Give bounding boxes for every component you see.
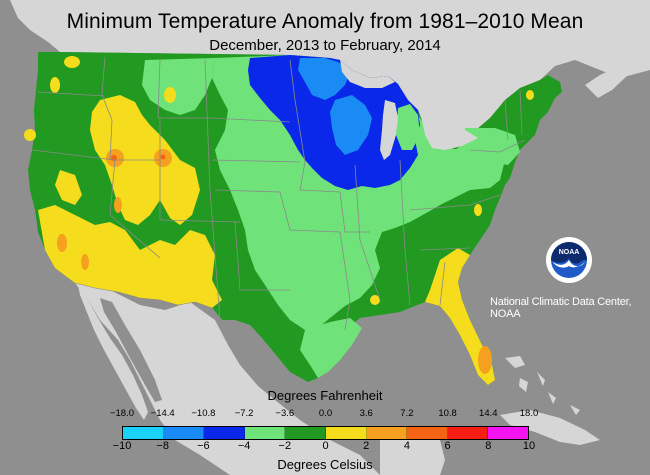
- legend-bin-7: [407, 427, 448, 439]
- tick-c-1: −8: [156, 440, 169, 452]
- bahamas-land: [505, 356, 580, 415]
- legend-celsius-label: Degrees Celsius: [277, 457, 373, 472]
- tick-c-7: 4: [403, 440, 410, 452]
- tick-c-0: −10: [112, 440, 132, 452]
- lake-huron-erie: [420, 108, 478, 150]
- tick-c-10: 10: [522, 440, 536, 452]
- legend-fahrenheit-label: Degrees Fahrenheit: [267, 388, 383, 403]
- region-light-green-lower-michigan: [396, 104, 420, 150]
- region-light-green-ohio: [410, 148, 505, 215]
- cuba-land: [500, 410, 600, 445]
- region-yellow-southwest: [38, 205, 222, 308]
- tick-f-1: −14.4: [150, 408, 175, 419]
- tick-c-6: 2: [363, 440, 370, 452]
- region-light-green-texas-coast: [300, 318, 362, 378]
- legend-bin-4: [285, 427, 326, 439]
- tick-c-8: 6: [444, 440, 451, 452]
- gulf-of-california: [100, 298, 162, 402]
- legend-colorbar: [122, 426, 529, 440]
- legend-bin-8: [447, 427, 489, 439]
- legend-bin-0: [123, 427, 164, 439]
- tick-f-2: −10.8: [191, 408, 216, 419]
- credit-text: National Climatic Data Center, NOAA: [490, 296, 632, 320]
- region-yellow-ca-valley: [55, 170, 82, 205]
- map-title: Minimum Temperature Anomaly from 1981–20…: [66, 10, 584, 33]
- tick-f-5: 0.0: [318, 408, 333, 419]
- tick-c-4: −2: [278, 440, 292, 452]
- state-borders: [31, 56, 526, 331]
- region-medium-blue-wisconsin: [330, 95, 372, 155]
- noaa-logo-icon: NOAA: [546, 237, 592, 283]
- tick-f-0: −18.0: [109, 408, 135, 419]
- legend-bin-6: [366, 427, 408, 439]
- tick-f-3: −7.2: [234, 408, 254, 419]
- region-light-green-northplains: [142, 58, 215, 115]
- legend-bin-9: [488, 427, 528, 439]
- legend-bin-2: [204, 427, 245, 439]
- legend-bin-5: [325, 427, 367, 439]
- map-subtitle: December, 2013 to February, 2014: [209, 37, 441, 54]
- tick-f-6: 3.6: [359, 408, 373, 419]
- tick-f-8: 10.8: [438, 408, 457, 419]
- region-medium-blue-minnesota: [298, 58, 350, 100]
- legend-bin-3: [244, 427, 286, 439]
- tick-f-10: 18.0: [519, 408, 539, 419]
- mexico-border: [74, 282, 223, 321]
- lake-superior: [340, 60, 395, 88]
- canada-land: [10, 0, 650, 148]
- lake-michigan: [380, 100, 398, 160]
- tick-c-2: −6: [197, 440, 210, 452]
- maritimes-land: [585, 55, 640, 98]
- tick-f-7: 7.2: [400, 408, 414, 419]
- legend-bin-1: [163, 427, 205, 439]
- baja-land: [78, 285, 148, 420]
- region-yellow-spots: [24, 56, 534, 305]
- tick-f-9: 14.4: [479, 408, 498, 419]
- tick-c-9: 8: [485, 440, 492, 452]
- svg-text:NOAA: NOAA: [559, 249, 580, 256]
- tick-c-3: −4: [237, 440, 251, 452]
- tick-f-4: −3.6: [275, 408, 295, 419]
- tick-c-5: 0: [322, 440, 329, 452]
- yucatan-land: [380, 432, 445, 475]
